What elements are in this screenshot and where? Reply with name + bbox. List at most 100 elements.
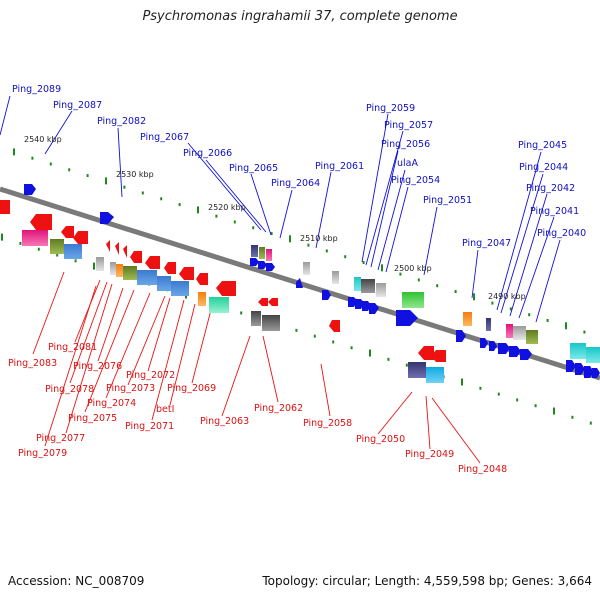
gene-label[interactable]: Ping_2065 bbox=[229, 163, 278, 174]
gene-arrow[interactable] bbox=[268, 298, 278, 306]
gene-label[interactable]: Ping_2069 bbox=[167, 383, 216, 394]
gene-label[interactable]: Ping_2047 bbox=[462, 238, 511, 249]
gene-arrow[interactable] bbox=[106, 240, 110, 252]
gene-label[interactable]: Ping_2079 bbox=[18, 448, 67, 459]
gene-arrow[interactable] bbox=[431, 350, 446, 362]
gene-label[interactable]: Ping_2075 bbox=[68, 413, 117, 424]
gene-box[interactable] bbox=[506, 324, 513, 338]
gene-arrow[interactable] bbox=[418, 346, 434, 360]
gene-arrow[interactable] bbox=[250, 258, 259, 266]
gene-arrow[interactable] bbox=[258, 298, 268, 306]
gene-label[interactable]: ulaA bbox=[397, 158, 418, 169]
gene-label[interactable]: Ping_2051 bbox=[423, 195, 472, 206]
gene-arrow[interactable] bbox=[61, 226, 74, 238]
gene-label[interactable]: Ping_2045 bbox=[518, 140, 567, 151]
gene-box[interactable] bbox=[209, 297, 229, 313]
gene-arrow[interactable] bbox=[130, 251, 142, 263]
gene-box[interactable] bbox=[376, 283, 386, 297]
gene-arrow[interactable] bbox=[362, 301, 371, 311]
gene-arrow[interactable] bbox=[396, 310, 418, 326]
gene-label[interactable]: Ping_2063 bbox=[200, 416, 249, 427]
gene-arrow[interactable] bbox=[30, 214, 52, 230]
gene-label[interactable]: Ping_2054 bbox=[391, 175, 440, 186]
gene-label[interactable]: Ping_2042 bbox=[526, 183, 575, 194]
gene-label[interactable]: Ping_2082 bbox=[97, 116, 146, 127]
gene-box[interactable] bbox=[426, 367, 444, 383]
gene-arrow[interactable] bbox=[73, 231, 88, 244]
gene-arrow[interactable] bbox=[520, 349, 532, 360]
gene-arrow[interactable] bbox=[258, 261, 267, 269]
gene-box[interactable] bbox=[198, 292, 206, 306]
gene-label[interactable]: Ping_2087 bbox=[53, 100, 102, 111]
gene-box[interactable] bbox=[303, 262, 310, 275]
gene-label[interactable]: Ping_2062 bbox=[254, 403, 303, 414]
gene-label[interactable]: Ping_2058 bbox=[303, 418, 352, 429]
gene-label[interactable]: Ping_2066 bbox=[183, 148, 232, 159]
gene-arrow[interactable] bbox=[369, 303, 379, 314]
gene-arrow[interactable] bbox=[489, 341, 497, 351]
gene-arrow[interactable] bbox=[24, 184, 36, 195]
gene-box[interactable] bbox=[354, 277, 361, 291]
gene-arrow[interactable] bbox=[266, 263, 275, 271]
gene-label[interactable]: Ping_2064 bbox=[271, 178, 320, 189]
gene-arrow[interactable] bbox=[322, 290, 331, 300]
gene-label[interactable]: Ping_2057 bbox=[384, 120, 433, 131]
gene-arrow[interactable] bbox=[329, 320, 340, 332]
gene-box[interactable] bbox=[570, 343, 586, 359]
gene-arrow[interactable] bbox=[575, 363, 585, 375]
gene-box[interactable] bbox=[262, 315, 280, 331]
gene-label[interactable]: Ping_2077 bbox=[36, 433, 85, 444]
gene-arrow[interactable] bbox=[355, 299, 364, 309]
gene-box[interactable] bbox=[586, 347, 600, 363]
gene-box[interactable] bbox=[408, 362, 426, 378]
gene-box[interactable] bbox=[361, 279, 375, 293]
gene-arrow[interactable] bbox=[566, 360, 576, 372]
gene-box[interactable] bbox=[402, 292, 424, 308]
gene-box[interactable] bbox=[266, 249, 272, 261]
gene-box[interactable] bbox=[50, 239, 64, 254]
gene-box[interactable] bbox=[157, 276, 171, 291]
gene-arrow[interactable] bbox=[348, 297, 357, 307]
gene-arrow[interactable] bbox=[509, 346, 521, 357]
gene-arrow[interactable] bbox=[456, 330, 466, 342]
gene-box[interactable] bbox=[259, 247, 265, 259]
gene-box[interactable] bbox=[486, 318, 491, 331]
gene-label[interactable]: Ping_2081 bbox=[48, 342, 97, 353]
gene-box[interactable] bbox=[123, 266, 137, 280]
gene-arrow[interactable] bbox=[145, 256, 160, 269]
gene-label[interactable]: Ping_2061 bbox=[315, 161, 364, 172]
gene-box[interactable] bbox=[137, 270, 157, 285]
gene-box[interactable] bbox=[332, 271, 339, 284]
gene-box[interactable] bbox=[251, 245, 258, 257]
gene-box[interactable] bbox=[171, 281, 189, 296]
gene-label[interactable]: Ping_2078 bbox=[45, 384, 94, 395]
gene-arrow[interactable] bbox=[296, 278, 303, 288]
gene-label[interactable]: Ping_2089 bbox=[12, 84, 61, 95]
gene-label[interactable]: Ping_2048 bbox=[458, 464, 507, 475]
gene-arrow[interactable] bbox=[123, 245, 127, 258]
gene-label[interactable]: Ping_2083 bbox=[8, 358, 57, 369]
gene-box[interactable] bbox=[463, 312, 472, 326]
gene-arrow[interactable] bbox=[592, 368, 600, 378]
gene-arrow[interactable] bbox=[100, 212, 114, 224]
gene-arrow[interactable] bbox=[196, 273, 208, 285]
gene-label[interactable]: Ping_2076 bbox=[73, 361, 122, 372]
gene-box[interactable] bbox=[526, 330, 538, 344]
gene-box[interactable] bbox=[96, 257, 104, 271]
gene-box[interactable] bbox=[64, 244, 82, 259]
gene-arrow[interactable] bbox=[584, 366, 594, 378]
gene-label[interactable]: Ping_2056 bbox=[381, 139, 430, 150]
gene-box[interactable] bbox=[116, 264, 123, 277]
gene-label[interactable]: Ping_2044 bbox=[519, 162, 568, 173]
gene-arrow[interactable] bbox=[216, 281, 236, 296]
gene-box[interactable] bbox=[22, 230, 48, 246]
gene-label[interactable]: Ping_2041 bbox=[530, 206, 579, 217]
gene-arrow[interactable] bbox=[164, 262, 176, 274]
gene-arrow[interactable] bbox=[0, 200, 10, 214]
gene-label[interactable]: Ping_2067 bbox=[140, 132, 189, 143]
gene-arrow[interactable] bbox=[498, 343, 510, 354]
gene-arrow[interactable] bbox=[115, 242, 119, 255]
gene-arrow[interactable] bbox=[179, 267, 194, 280]
gene-arrow[interactable] bbox=[480, 338, 488, 348]
gene-label[interactable]: Ping_2073 bbox=[106, 383, 155, 394]
